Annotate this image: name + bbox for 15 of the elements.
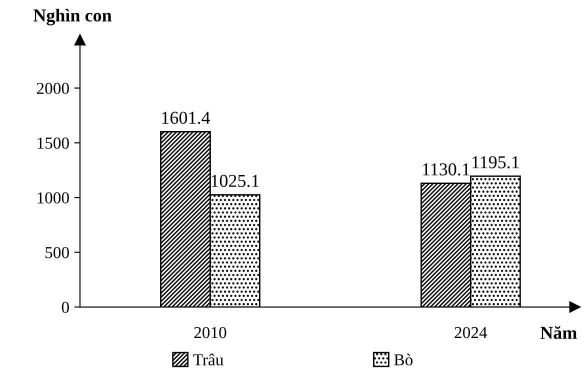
data-label: 1601.4 bbox=[162, 112, 210, 124]
y-tick-label: 0 bbox=[62, 302, 69, 313]
legend-label: Trâu bbox=[193, 354, 224, 366]
x-tick-label: 2024 bbox=[454, 326, 488, 338]
data-label: 1025.1 bbox=[212, 174, 259, 188]
y-axis-title: Nghìn con bbox=[33, 8, 112, 26]
y-tick-label: 500 bbox=[46, 246, 69, 258]
y-tick-label: 1000 bbox=[38, 192, 69, 204]
y-tick-label: 1500 bbox=[38, 138, 69, 149]
y-tick-label: 2000 bbox=[36, 82, 69, 94]
data-label: 1130.1 bbox=[423, 163, 470, 176]
x-axis-title: Năm bbox=[540, 326, 577, 339]
x-tick-label: 2010 bbox=[194, 326, 226, 338]
data-label: 1195.1 bbox=[472, 156, 519, 168]
legend-label: Bò bbox=[394, 354, 413, 366]
